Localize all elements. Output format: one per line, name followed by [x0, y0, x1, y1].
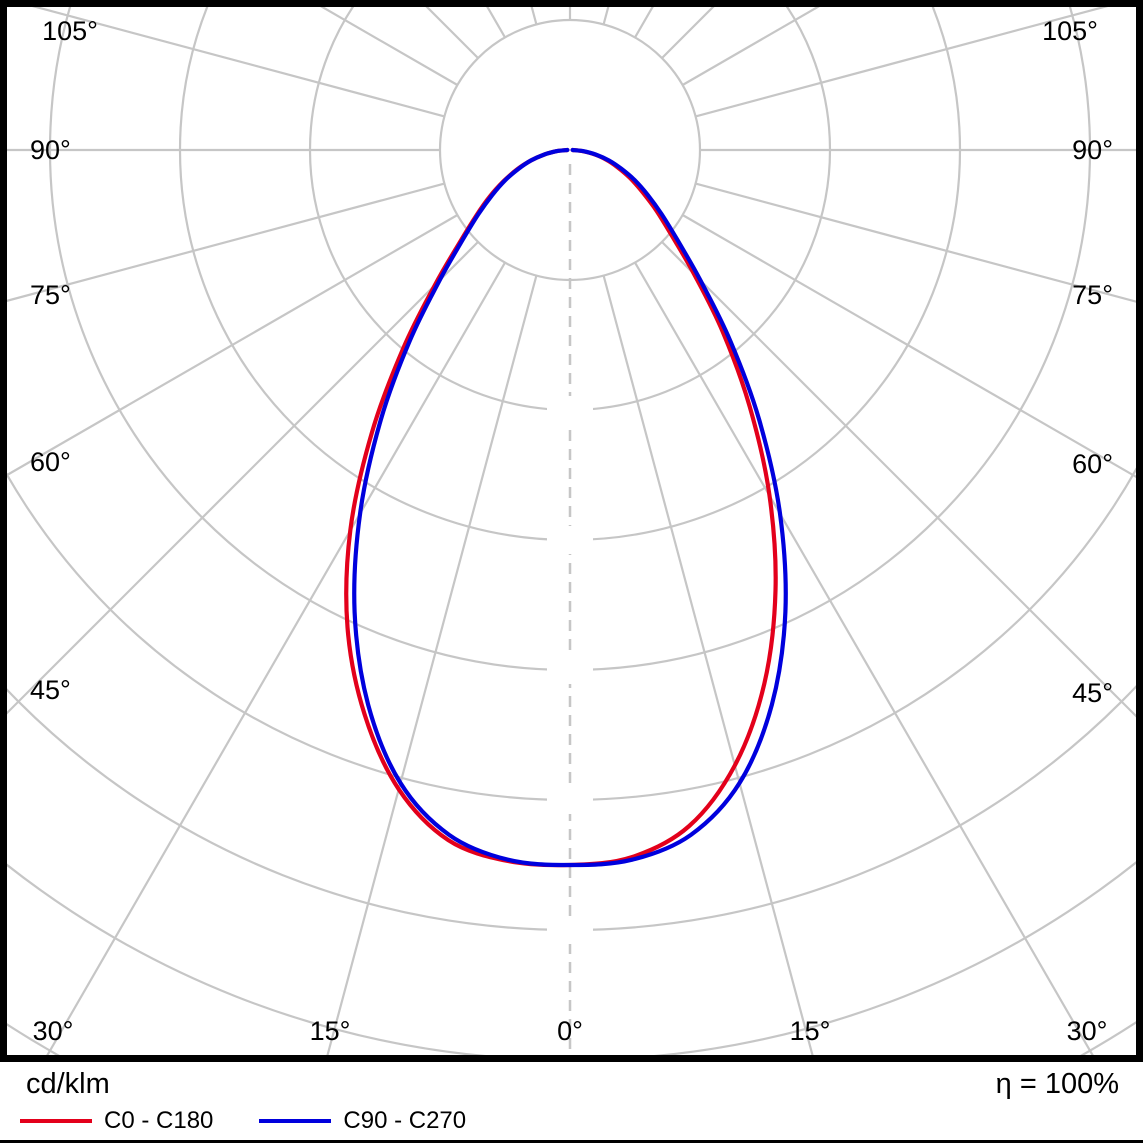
legend-label-c90-c270: C90 - C270	[343, 1107, 467, 1134]
gamma-tick-labels: 0° 15° 15° 30° 30° 45° 45° 60° 60° 75° 75° 90° 90° 10…	[30, 16, 1113, 1046]
gamma-tick-label: 90°	[1072, 135, 1113, 165]
gamma-tick-label: 45°	[1072, 678, 1113, 708]
gamma-tick-label: 15°	[310, 1016, 351, 1046]
gamma-tick-label: 105°	[1042, 16, 1098, 46]
legend: C0 - C180 C90 - C270	[20, 1106, 466, 1136]
legend-item-c0-c180: C0 - C180	[20, 1107, 213, 1135]
gamma-tick-label: 60°	[30, 447, 71, 477]
gamma-tick-label: 60°	[1072, 449, 1113, 479]
gamma-tick-label: 75°	[30, 280, 71, 310]
gamma-tick-label: 75°	[1072, 280, 1113, 310]
gamma-tick-label: 105°	[42, 16, 98, 46]
gamma-tick-label: 30°	[1067, 1016, 1108, 1046]
gamma-tick-label: 0°	[557, 1016, 583, 1046]
gamma-tick-label: 90°	[30, 135, 71, 165]
legend-swatch-blue	[259, 1119, 332, 1123]
polar-grid	[7, 7, 1136, 1055]
polar-chart: 0° 15° 15° 30° 30° 45° 45° 60° 60° 75° 75° 90° 90° 10…	[0, 0, 1143, 1062]
chart-frame	[0, 0, 1143, 1062]
curve-c90-c270	[352, 147, 788, 868]
legend-swatch-red	[20, 1119, 92, 1123]
legend-label-c0-c180: C0 - C180	[104, 1107, 214, 1134]
gamma-tick-label: 15°	[790, 1016, 831, 1046]
gamma-tick-label: 45°	[30, 675, 71, 705]
unit-label: cd/klm	[26, 1068, 110, 1100]
chart-footer: cd/klm η = 100% C0 - C180 C90 - C270	[0, 1062, 1143, 1143]
efficiency-label: η = 100%	[995, 1068, 1119, 1100]
legend-item-c90-c270: C90 - C270	[259, 1107, 466, 1135]
gamma-tick-label: 30°	[33, 1016, 74, 1046]
